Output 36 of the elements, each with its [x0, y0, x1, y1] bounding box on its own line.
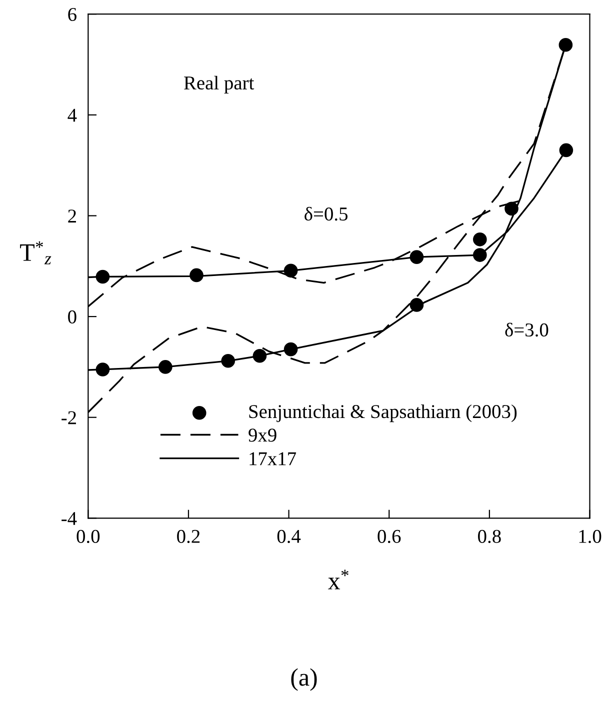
y-tick-label: 0 — [68, 310, 76, 324]
x-tick-label: 0.4 — [277, 530, 301, 544]
point — [558, 38, 573, 52]
point — [96, 362, 110, 376]
legend-label: 9x9 — [248, 428, 276, 442]
text: (a) — [291, 668, 317, 691]
x-tick-label: 0.6 — [378, 530, 401, 544]
x-tick-label: 0.2 — [177, 530, 200, 544]
legend-label: Senjuntichai & Sapsathiarn (2003) — [249, 404, 517, 422]
point — [221, 354, 236, 368]
x-tick-label: 0.0 — [76, 530, 100, 544]
annotation: δ=0.5 — [304, 206, 348, 221]
point — [252, 348, 267, 363]
legend-label: 17x17 — [250, 452, 296, 466]
point — [190, 268, 204, 282]
point — [559, 143, 574, 158]
point — [410, 250, 424, 264]
point — [284, 264, 298, 278]
y-tick-label: 6 — [68, 8, 76, 22]
point — [473, 248, 487, 262]
y-tick-label: 4 — [68, 108, 77, 122]
x-axis-title: x$^{*}$ — [328, 570, 348, 590]
point — [410, 298, 424, 312]
x-tick-label: 1.0 — [579, 530, 602, 544]
annotation: Real part — [184, 76, 254, 94]
point — [158, 360, 172, 374]
point — [473, 232, 487, 246]
point — [504, 202, 518, 216]
y-tick-label: -4 — [62, 512, 77, 525]
y-tick-label: -2 — [62, 411, 76, 424]
annotation: δ=3.0 — [505, 322, 548, 337]
point — [96, 270, 110, 284]
y-tick-label: 2 — [68, 210, 76, 222]
x-tick-label: 0.8 — [478, 530, 501, 544]
point — [284, 342, 298, 356]
y-axis-title: T$^{*}$$_{z}$ — [20, 241, 52, 264]
